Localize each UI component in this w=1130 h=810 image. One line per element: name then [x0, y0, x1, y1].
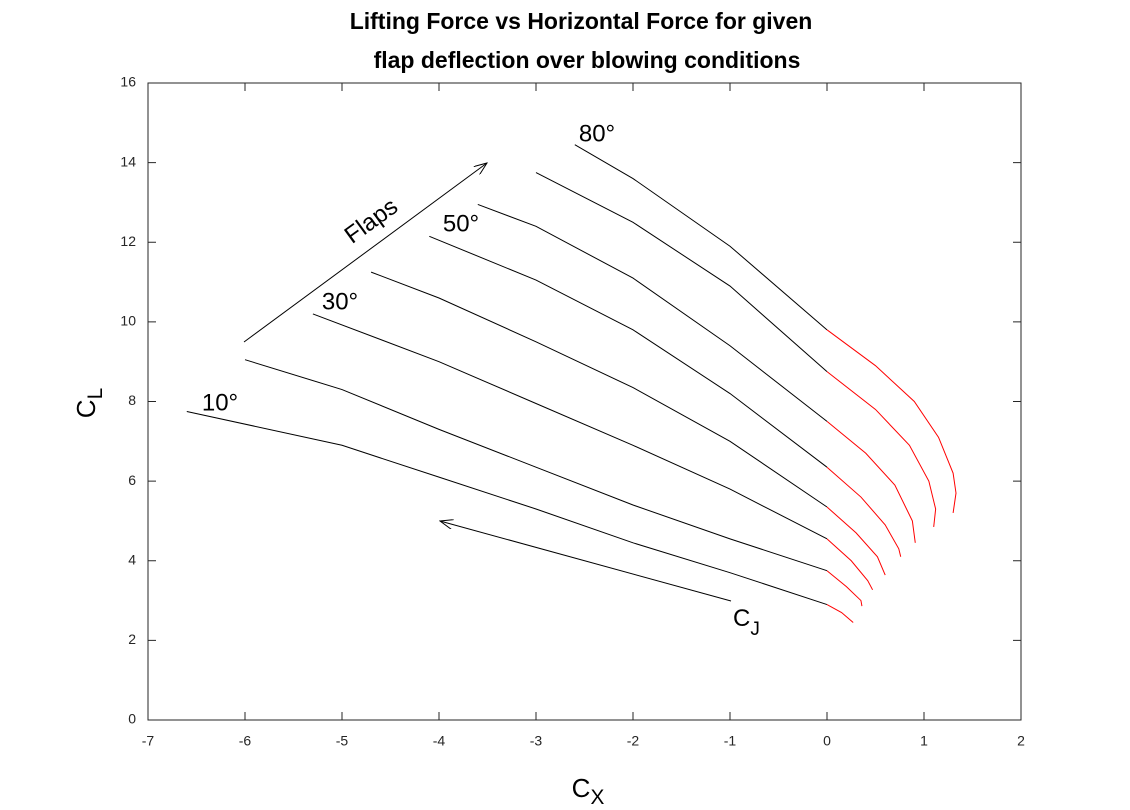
chart-title: flap deflection over blowing conditions: [374, 47, 801, 73]
curve: [312, 313, 828, 540]
x-tick-label: 0: [823, 733, 831, 749]
curve: [574, 144, 828, 331]
x-tick-label: -2: [627, 733, 640, 749]
x-axis-label: CX: [572, 773, 605, 809]
curve: [826, 538, 874, 591]
curve: [535, 172, 828, 373]
x-axis-label-sub: X: [590, 786, 604, 809]
y-axis-label: CL: [71, 388, 107, 418]
y-tick-label: 0: [128, 711, 136, 727]
annotation-main: C: [733, 605, 750, 632]
annotation: 10°: [202, 389, 238, 416]
y-tick-label: 10: [120, 313, 136, 329]
curve: [826, 506, 886, 576]
y-tick-label: 16: [120, 74, 136, 90]
annotation: CJ: [733, 605, 760, 640]
annotation: 30°: [322, 288, 358, 315]
y-tick-label: 14: [120, 153, 136, 169]
annotation: 80°: [579, 120, 615, 147]
chart-title: Lifting Force vs Horizontal Force for gi…: [350, 8, 813, 34]
curve: [826, 466, 902, 557]
x-tick-label: -4: [433, 733, 446, 749]
x-tick-label: -5: [336, 733, 349, 749]
curve: [370, 271, 828, 508]
curve: [186, 410, 828, 606]
curve: [477, 203, 828, 422]
x-tick-label: 2: [1017, 733, 1025, 749]
curve: [429, 235, 828, 468]
x-tick-label: 1: [920, 733, 928, 749]
y-tick-label: 8: [128, 392, 136, 408]
y-tick-label: 12: [120, 233, 136, 249]
x-tick-label: -6: [239, 733, 252, 749]
curve: [244, 359, 828, 572]
curve: [826, 570, 863, 607]
x-axis-label-main: C: [572, 773, 591, 803]
cj-arrow: [440, 521, 732, 602]
x-tick-label: -1: [724, 733, 737, 749]
y-tick-label: 2: [128, 631, 136, 647]
x-tick-label: -3: [530, 733, 543, 749]
curve: [826, 421, 916, 543]
y-axis-label-sub: L: [84, 388, 107, 400]
y-tick-label: 6: [128, 472, 136, 488]
annotation-sub: J: [750, 619, 760, 640]
curve: [826, 604, 854, 623]
curve: [826, 329, 957, 514]
curve: [826, 371, 937, 527]
x-tick-label: -7: [142, 733, 155, 749]
annotation: 50°: [443, 210, 479, 237]
flaps-arrow: [243, 163, 487, 343]
plot-box: [147, 82, 1022, 721]
y-axis-label-main: C: [71, 399, 101, 418]
y-tick-label: 4: [128, 551, 136, 567]
